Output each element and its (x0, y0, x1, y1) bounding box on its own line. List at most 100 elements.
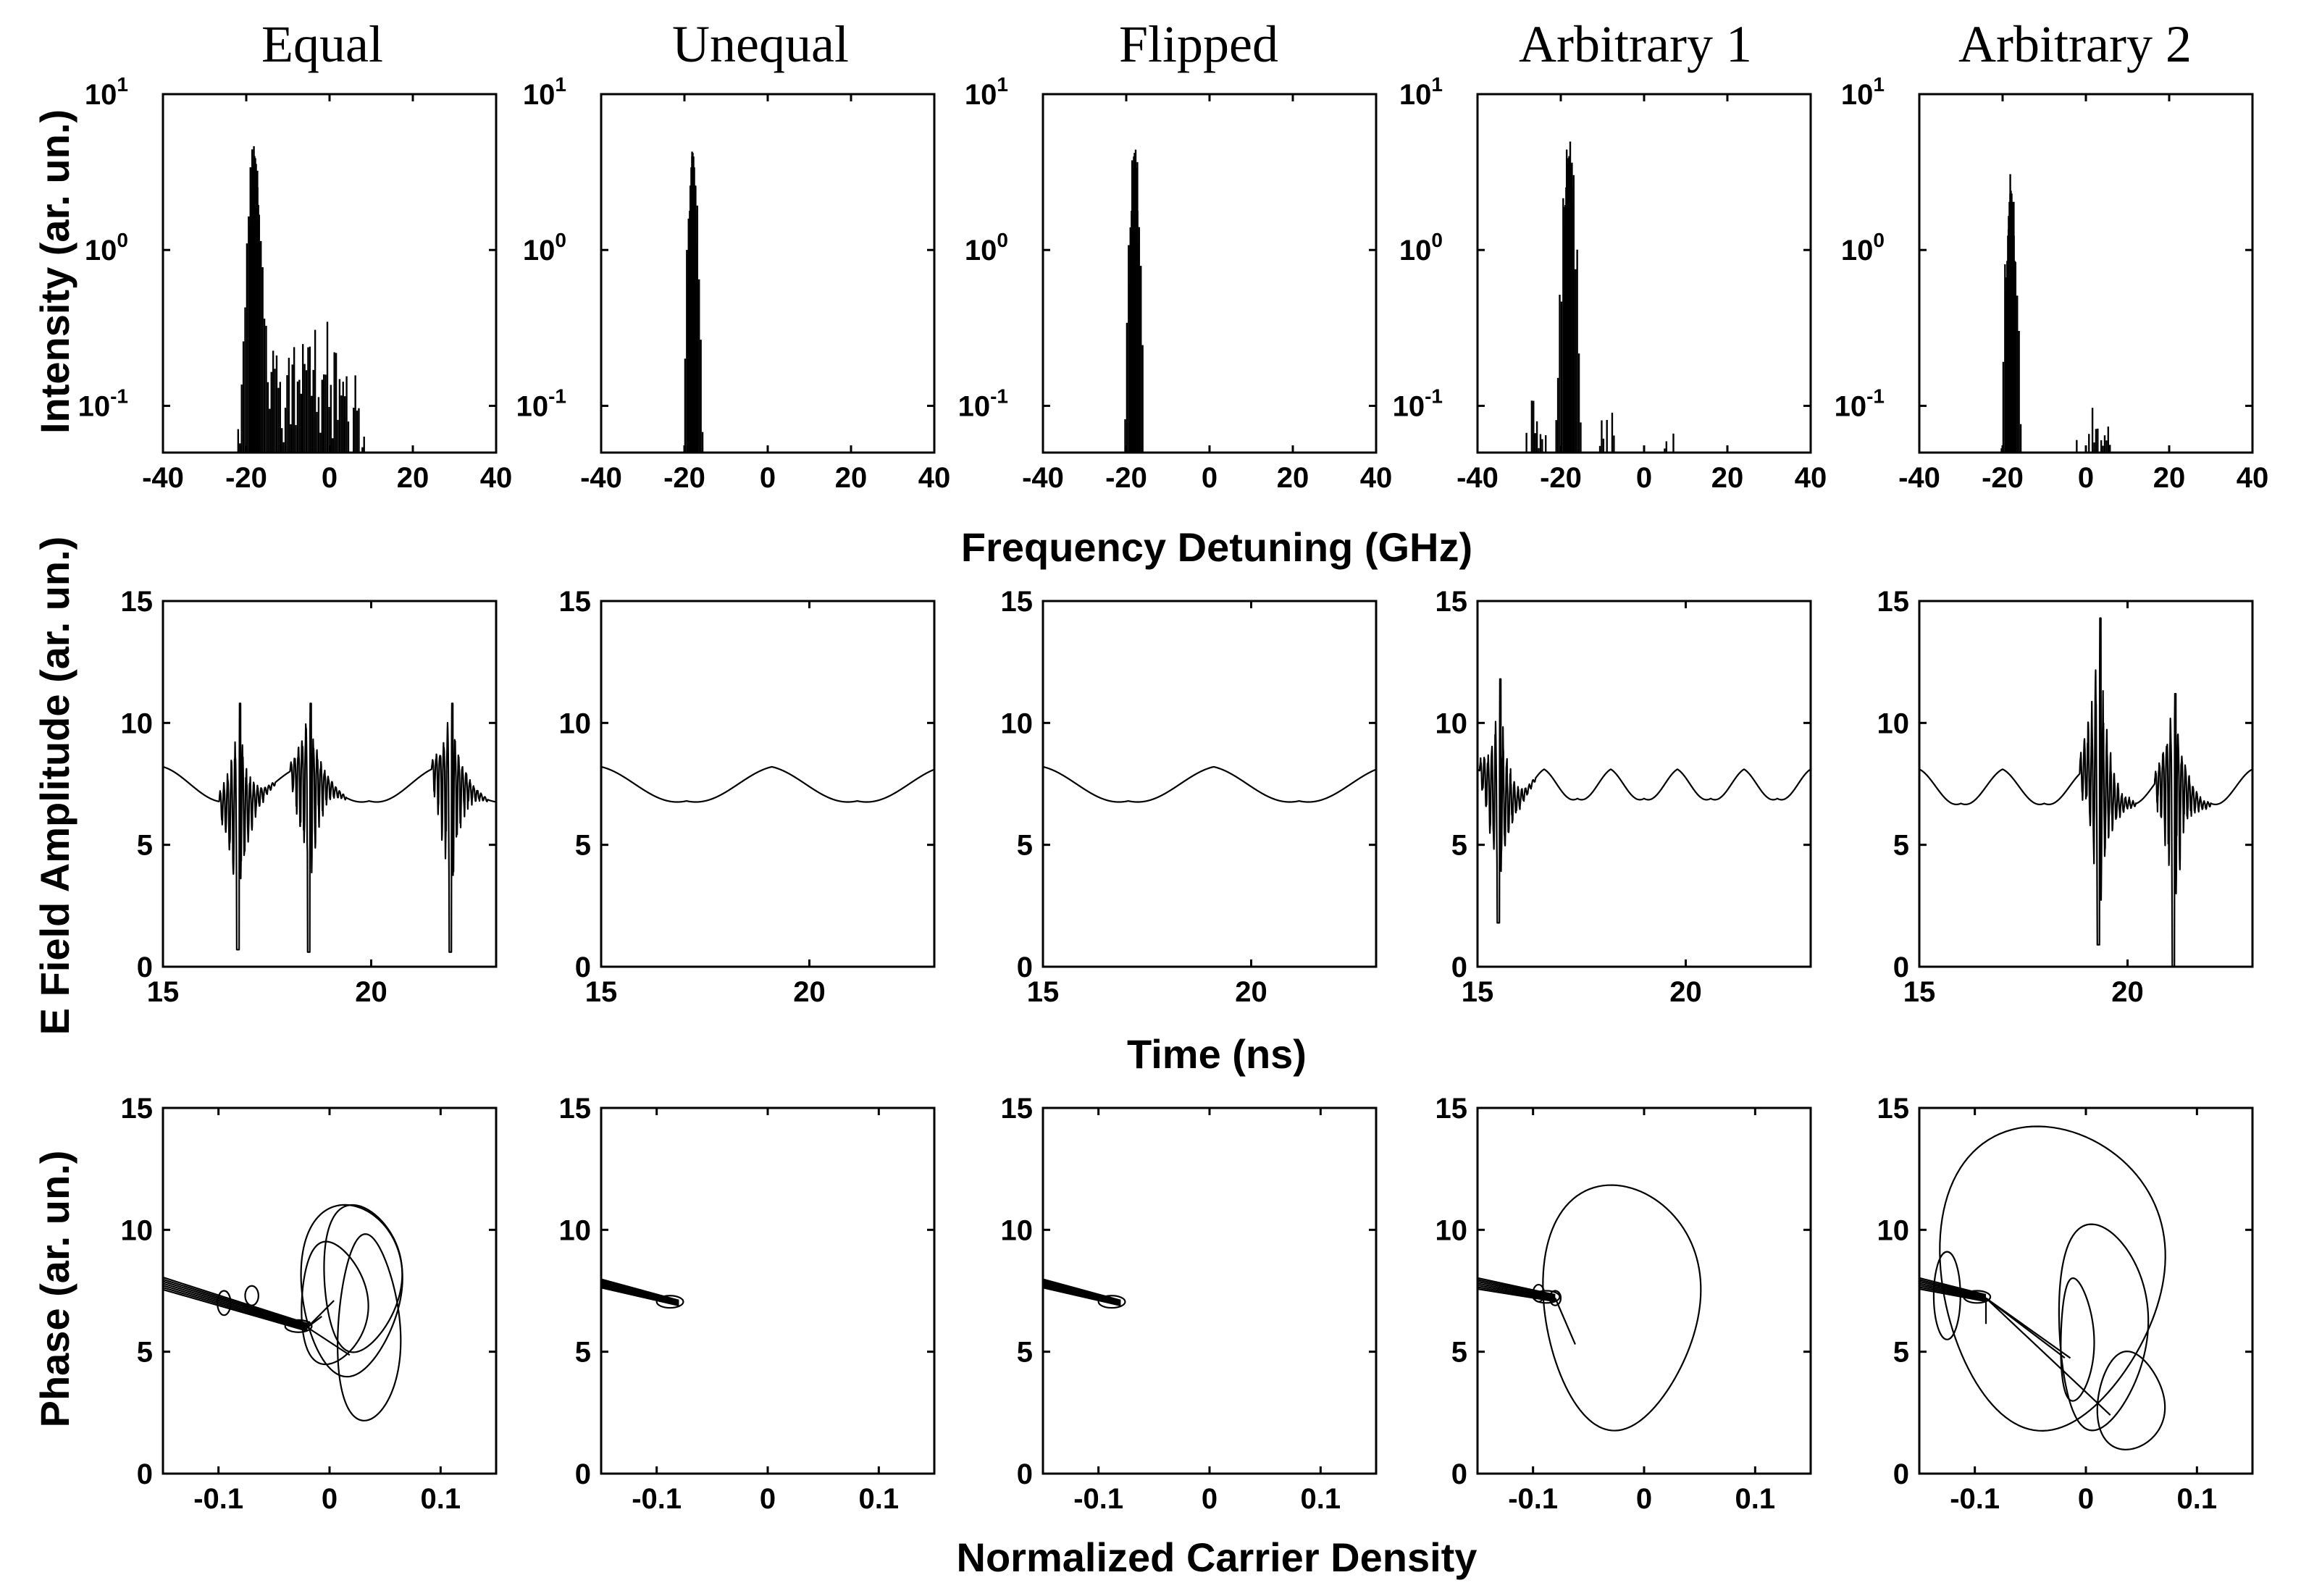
x-tick-label: 20 (793, 976, 826, 1008)
y-tick-label: 100 (523, 229, 566, 266)
x-tick-label: 0 (322, 462, 338, 494)
x-tick-label: 40 (918, 462, 951, 494)
column-title-arbitrary-1: Arbitrary 1 (1519, 15, 1752, 73)
plot-area-time-series-arbitrary-2 (1919, 617, 2252, 967)
y-tick-label: 5 (1451, 830, 1467, 862)
phase-band-line (601, 1284, 679, 1305)
plot-area-spectrum-unequal (684, 151, 704, 453)
x-tick-label: 0.1 (421, 1483, 461, 1515)
x-tick-label: -40 (142, 462, 184, 494)
plot-area-phase-portrait-equal (163, 1204, 403, 1421)
panel-time-series-arbitrary-2: 15 20 0 5 10 15 (1877, 586, 2254, 1008)
phase-band-line (1043, 1287, 1121, 1306)
phase-loop (1542, 1184, 1702, 1432)
y-tick-label: 15 (1877, 586, 1910, 618)
row-xlabel-frequency: Frequency Detuning (GHz) (961, 524, 1472, 570)
y-tick-label: 0 (1893, 1458, 1909, 1490)
x-tick-label: -20 (1982, 462, 2024, 494)
axes-frame (1918, 600, 2254, 968)
y-tick-label: 10 (1877, 1214, 1910, 1246)
x-tick-label: 20 (835, 462, 868, 494)
y-tick-label: 10-1 (1393, 385, 1443, 422)
y-tick-label: 0 (1451, 952, 1467, 983)
y-tick-label: 10 (1435, 1214, 1468, 1246)
y-tick-label: 15 (1001, 586, 1034, 618)
x-tick-label: 0.1 (2177, 1483, 2218, 1515)
phase-band-line (163, 1280, 308, 1327)
y-tick-label: 10 (1435, 707, 1468, 739)
phase-connector (306, 1327, 351, 1356)
phase-band-line (1919, 1280, 1987, 1298)
x-tick-label: 0 (760, 462, 776, 494)
phase-band-line (1919, 1284, 1987, 1301)
phase-band-line (1919, 1279, 1987, 1297)
axes-frame (1041, 600, 1378, 968)
plot-area-phase-portrait-arbitrary-1 (1478, 1184, 1702, 1432)
panel-spectrum-unequal: -40 -20 0 20 40 101 100 10-1 (516, 73, 951, 494)
x-tick-label: 20 (1711, 462, 1744, 494)
y-tick-label: 101 (1841, 73, 1885, 111)
phase-connector (1985, 1297, 2066, 1358)
phase-connector (1554, 1298, 1576, 1345)
panel-spectrum-arbitrary-2: -40 -20 0 20 40 101 100 10-1 (1835, 73, 2269, 494)
x-tick-label: -20 (663, 462, 705, 494)
axes-frame (162, 600, 498, 968)
y-tick-label: 5 (575, 830, 591, 862)
y-tick-label: 0 (575, 1458, 591, 1490)
x-tick-label: 0 (2078, 462, 2094, 494)
x-tick-label: 20 (355, 976, 387, 1008)
y-tick-label: 15 (121, 586, 154, 618)
x-tick-label: 15 (1462, 976, 1494, 1008)
phase-small-loop (1932, 1251, 1961, 1340)
plot-area-spectrum-arbitrary-1 (1525, 141, 1675, 453)
x-tick-label: -0.1 (193, 1483, 243, 1515)
phase-loop (1939, 1125, 2166, 1432)
amplitude-trace (163, 702, 496, 953)
x-tick-label: -40 (1898, 462, 1940, 494)
phase-band-line (1478, 1279, 1556, 1297)
panel-phase-portrait-arbitrary-2: -0.1 0 0.1 0 5 10 15 (1877, 1093, 2254, 1515)
y-tick-label: 10 (121, 1214, 154, 1246)
y-tick-label: 5 (137, 1337, 153, 1369)
phase-band-cap (655, 1295, 684, 1309)
plot-area-time-series-arbitrary-1 (1478, 678, 1811, 924)
phase-band-line (1919, 1282, 1987, 1299)
x-tick-label: 20 (2111, 976, 2144, 1008)
phase-connector (1985, 1297, 2111, 1416)
y-tick-label: 5 (1017, 830, 1033, 862)
phase-loop (323, 1204, 403, 1353)
x-tick-label: 40 (1795, 462, 1827, 494)
y-tick-label: 10-1 (516, 385, 566, 422)
y-tick-label: 100 (1841, 229, 1885, 266)
phase-band-line (1043, 1284, 1121, 1305)
x-tick-label: 20 (1277, 462, 1309, 494)
phase-band-line (1043, 1285, 1121, 1306)
y-tick-label: 15 (121, 1093, 154, 1125)
x-tick-label: 15 (147, 976, 180, 1008)
phase-band-cap (1963, 1290, 1992, 1304)
phase-band-cap (1097, 1295, 1126, 1309)
panel-time-series-flipped: 15 20 0 5 10 15 (1001, 586, 1378, 1008)
row-ylabel-e-field: E Field Amplitude (ar. un.) (32, 537, 77, 1036)
y-tick-label: 5 (1893, 1337, 1909, 1369)
y-tick-label: 101 (85, 73, 128, 111)
x-tick-label: 15 (1027, 976, 1060, 1008)
column-title-equal: Equal (261, 15, 383, 73)
phase-band-line (601, 1282, 679, 1304)
axes-frame (1476, 600, 1812, 968)
phase-band-line (601, 1287, 679, 1306)
panel-spectrum-equal: -40 -20 0 20 40 101 100 10-1 (78, 73, 513, 494)
y-tick-label: 15 (1877, 1093, 1910, 1125)
x-tick-label: 0 (760, 1483, 776, 1515)
x-tick-label: 15 (585, 976, 618, 1008)
x-tick-label: -0.1 (1950, 1483, 2000, 1515)
phase-band-cap (284, 1319, 313, 1333)
x-tick-label: 0 (1636, 1483, 1652, 1515)
y-tick-label: 100 (85, 229, 128, 266)
phase-band-line (163, 1276, 308, 1324)
y-tick-label: 15 (559, 586, 592, 618)
y-tick-label: 10-1 (1835, 385, 1885, 422)
phase-band-line (163, 1288, 308, 1332)
x-tick-label: 0 (2078, 1483, 2094, 1515)
phase-connector (306, 1321, 311, 1328)
